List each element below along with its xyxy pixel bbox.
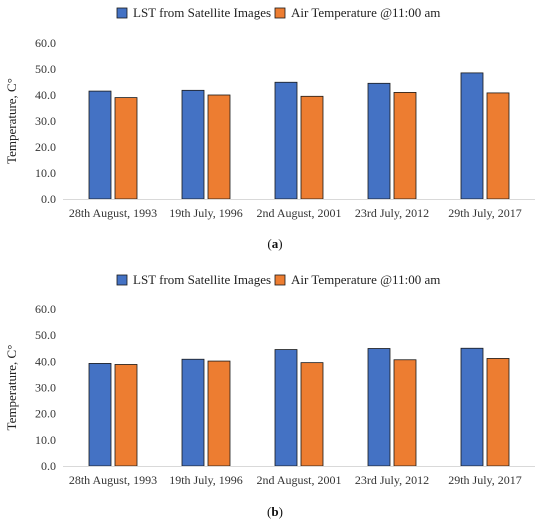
- panel-label-open: (: [267, 236, 271, 251]
- legend-label: LST from Satellite Images: [133, 5, 271, 20]
- x-tick-label: 29th July, 2017: [448, 473, 522, 487]
- bar-air-temperature: [300, 362, 324, 467]
- x-tick-label: 28th August, 1993: [69, 206, 157, 220]
- bar-air-temperature: [207, 94, 231, 200]
- y-tick-label: 20.0: [35, 140, 56, 154]
- x-tick-label: 19th July, 1996: [169, 206, 243, 220]
- y-tick-label: 10.0: [35, 433, 56, 447]
- bar-lst: [274, 81, 298, 200]
- panel-label-letter: b: [271, 504, 278, 519]
- legend-label: Air Temperature @11:00 am: [291, 5, 440, 20]
- y-tick-label: 0.0: [41, 192, 56, 206]
- y-tick-label: 40.0: [35, 354, 56, 368]
- chart-panel-a: LST from Satellite Images Air Temperature…: [4, 5, 535, 251]
- bar-air-temperature: [486, 358, 510, 467]
- bar-air-temperature: [393, 92, 417, 200]
- y-tick-label: 40.0: [35, 88, 56, 102]
- legend-label: Air Temperature @11:00 am: [291, 272, 440, 287]
- x-tick-label: 2nd August, 2001: [256, 473, 341, 487]
- y-tick-label: 50.0: [35, 62, 56, 76]
- x-tick-label: 29th July, 2017: [448, 206, 522, 220]
- bar-lst: [460, 72, 484, 200]
- legend-label: LST from Satellite Images: [133, 272, 271, 287]
- bar-air-temperature: [114, 364, 138, 467]
- bar-lst: [460, 347, 484, 467]
- panel-label-letter: a: [272, 236, 279, 251]
- bar-air-temperature: [486, 92, 510, 200]
- bar-lst: [181, 358, 205, 467]
- panel-label-close: ): [279, 504, 283, 519]
- y-axis-label: Temperature, C°: [4, 78, 19, 164]
- bar-lst: [367, 82, 391, 200]
- panel-label: (a): [267, 236, 282, 251]
- legend-swatch: [274, 7, 286, 19]
- bar-air-temperature: [207, 360, 231, 467]
- bar-lst: [274, 349, 298, 467]
- x-tick-label: 28th August, 1993: [69, 473, 157, 487]
- y-tick-label: 20.0: [35, 407, 56, 421]
- bar-lst: [181, 89, 205, 200]
- x-tick-label: 2nd August, 2001: [256, 206, 341, 220]
- y-axis-label: Temperature, C°: [4, 345, 19, 431]
- y-tick-label: 0.0: [41, 459, 56, 473]
- y-tick-label: 10.0: [35, 166, 56, 180]
- legend-swatch: [116, 7, 128, 19]
- panel-label: (b): [267, 504, 283, 519]
- y-tick-label: 50.0: [35, 328, 56, 342]
- x-tick-label: 23rd July, 2012: [355, 473, 429, 487]
- bar-lst: [88, 363, 112, 467]
- legend-swatch: [274, 274, 286, 286]
- y-tick-label: 60.0: [35, 302, 56, 316]
- panel-label-open: (: [267, 504, 271, 519]
- bar-air-temperature: [300, 95, 324, 200]
- legend-swatch: [116, 274, 128, 286]
- y-tick-label: 60.0: [35, 36, 56, 50]
- bar-lst: [367, 348, 391, 467]
- x-tick-label: 23rd July, 2012: [355, 206, 429, 220]
- chart-panel-b: LST from Satellite Images Air Temperature…: [4, 272, 535, 519]
- y-tick-label: 30.0: [35, 114, 56, 128]
- y-tick-label: 30.0: [35, 381, 56, 395]
- bar-lst: [88, 90, 112, 200]
- bar-air-temperature: [114, 97, 138, 200]
- x-tick-label: 19th July, 1996: [169, 473, 243, 487]
- bar-air-temperature: [393, 359, 417, 467]
- panel-label-close: ): [278, 236, 282, 251]
